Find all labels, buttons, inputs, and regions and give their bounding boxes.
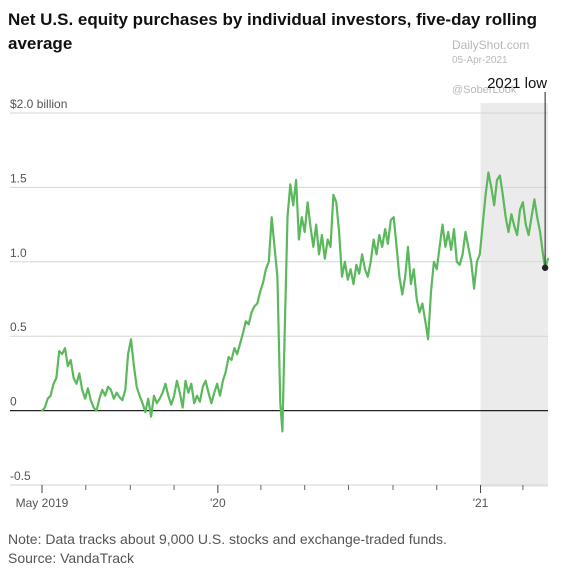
source-text: Source: VandaTrack: [8, 550, 135, 566]
shaded-region-layer: [480, 103, 548, 487]
x-tick-label: '21: [473, 496, 489, 510]
y-tick-label: -0.5: [10, 469, 31, 483]
axis-layer: $2.0 billion 1.5 1.0 0.5 0 -0.5 May 2019 '20 '21: [10, 97, 524, 510]
data-line-series: [40, 171, 550, 433]
chart-title: Net U.S. equity purchases by individual …: [8, 10, 538, 53]
y-tick-label: $2.0 billion: [10, 97, 67, 111]
note-text: Note: Data tracks about 9,000 U.S. stock…: [8, 531, 447, 547]
shaded-region-2021: [480, 103, 548, 487]
y-tick-label: 0: [10, 395, 17, 409]
watermark-handle: @SoberLook: [452, 84, 517, 96]
x-tick-label: May 2019: [16, 496, 69, 510]
chart-notes: Note: Data tracks about 9,000 U.S. stock…: [8, 530, 447, 568]
annotation-label: 2021 low: [487, 75, 547, 92]
watermark-date: 05-Apr-2021: [452, 55, 508, 66]
series-layer: [40, 171, 550, 433]
y-tick-label: 1.0: [10, 246, 27, 260]
x-tick-label: '20: [210, 496, 226, 510]
annotation-marker: [541, 264, 549, 271]
watermark-site: DailyShot.com: [452, 38, 530, 52]
annotation-layer: 2021 low: [487, 75, 549, 271]
y-tick-label: 0.5: [10, 320, 27, 334]
gridlines: [10, 112, 548, 486]
y-tick-label: 1.5: [10, 171, 27, 185]
